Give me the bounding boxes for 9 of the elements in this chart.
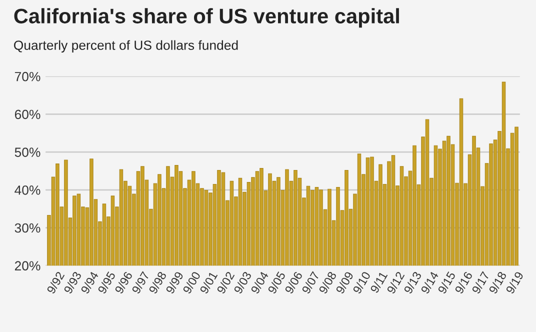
y-tick-label: 40% bbox=[14, 185, 40, 195]
chart-title: California's share of US venture capital bbox=[14, 8, 399, 28]
y-tick-label: 30% bbox=[14, 223, 40, 233]
x-tick-label: 9/11 bbox=[370, 270, 388, 294]
y-tick-label: 70% bbox=[14, 72, 40, 82]
chart-subtitle: Quarterly percent of US dollars funded bbox=[14, 40, 238, 53]
y-tick-label: 50% bbox=[14, 148, 40, 157]
y-tick-label: 60% bbox=[14, 110, 40, 120]
y-tick-label: 20% bbox=[14, 261, 40, 271]
